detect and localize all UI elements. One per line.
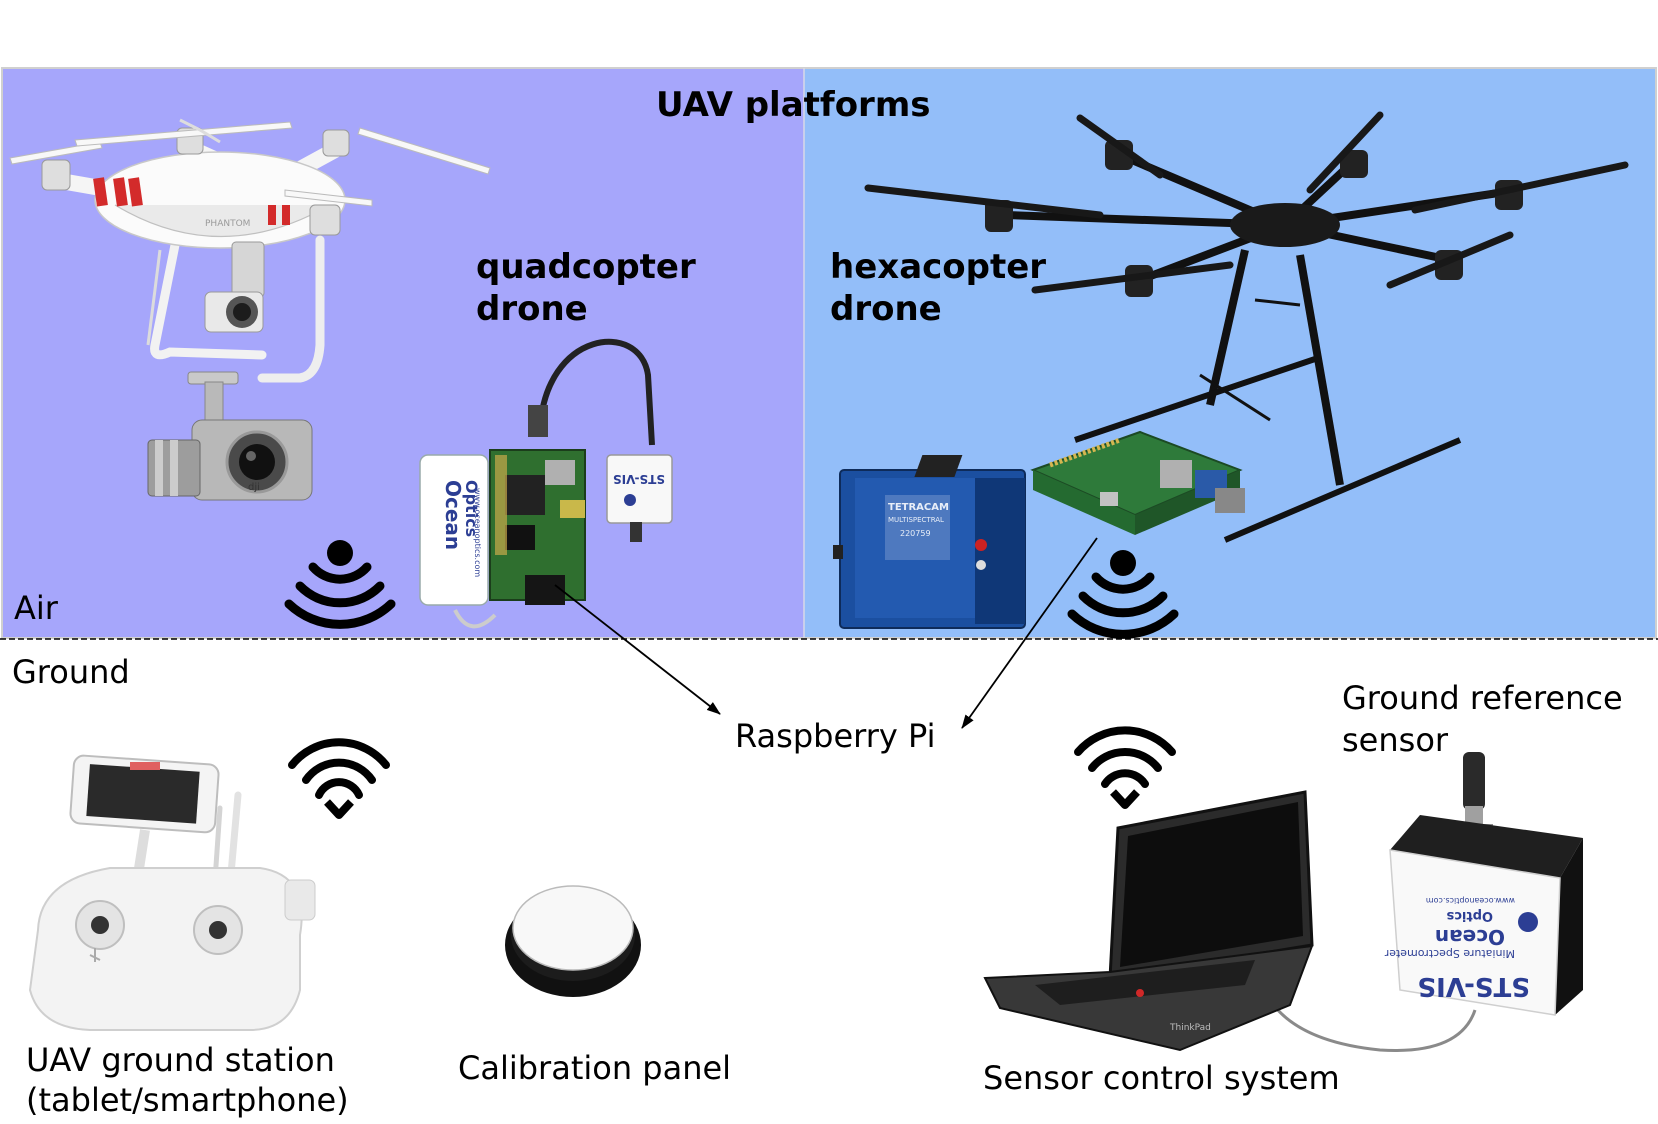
sensor-control-label: Sensor control system	[983, 1059, 1340, 1097]
hexacopter-label-line2: drone	[830, 289, 942, 329]
sts-vis-text-cube: STS-VIS	[1417, 971, 1530, 1001]
optics-brand-text-cube: Optics	[1446, 908, 1493, 923]
air-panel-border	[1, 67, 1657, 639]
wifi-icon-ground-station	[288, 738, 390, 819]
ground-reference-sensor-image: www.oceanoptics.com Ocean Optics Miniatu…	[1384, 752, 1583, 1016]
uav-ground-station-image	[28, 754, 316, 1031]
calibration-panel-label: Calibration panel	[458, 1049, 732, 1087]
ground-reference-label-line1: Ground reference	[1342, 679, 1623, 717]
tetracam-camera-image: TETRACAM MULTISPECTRAL 220759	[833, 469, 1026, 629]
gimbal-camera-image: dji	[147, 371, 313, 501]
ocean-brand-text-cube: Ocean	[1435, 925, 1505, 949]
ground-reference-label-line2: sensor	[1342, 721, 1449, 759]
quadcopter-label-line1: quadcopter	[476, 247, 696, 287]
quadcopter-drone-image: PHANTOM	[9, 118, 491, 383]
sts-vis-text-small: STS-VIS	[613, 472, 665, 486]
ground-station-label-line2: (tablet/smartphone)	[26, 1081, 349, 1119]
diagram-title: UAV platforms	[656, 85, 931, 125]
optics-brand-text-bank: Optics	[462, 480, 481, 537]
arrow-quad-pi	[554, 584, 721, 715]
wireless-emitter-icon-hexa	[1067, 550, 1179, 639]
serial-number-text: 220759	[900, 529, 931, 538]
drone-brand-text: PHANTOM	[205, 219, 250, 229]
air-zone-label: Air	[14, 589, 58, 627]
raspberry-pi-4-image	[914, 430, 1245, 535]
quadcopter-payload-image: Ocean Optics www.oceanoptics.com STS-VIS	[419, 338, 673, 629]
miniature-spectrometer-text: Miniature Spectrometer	[1384, 947, 1515, 960]
raspberry-pi-label: Raspberry Pi	[735, 717, 936, 755]
ocean-brand-text-bank: Ocean	[441, 480, 465, 550]
ocean-url-text-bank: www.oceanoptics.com	[473, 488, 482, 577]
arrow-hexa-pi	[961, 537, 1098, 729]
calibration-panel-image	[505, 885, 641, 997]
wifi-icon-sensor-control	[1074, 726, 1176, 809]
laptop-brand-text: ThinkPad	[1169, 1023, 1211, 1033]
sensor-control-laptop-image: ThinkPad	[983, 790, 1477, 1052]
gimbal-brand-text: dji	[248, 482, 260, 493]
hexacopter-label-line1: hexacopter	[830, 247, 1047, 287]
ground-zone-label: Ground	[12, 653, 130, 691]
wireless-emitter-icon-quad	[284, 540, 396, 629]
tetracam-brand-text: TETRACAM	[888, 502, 949, 513]
multispectral-text: MULTISPECTRAL	[888, 516, 944, 524]
quadcopter-label-line2: drone	[476, 289, 588, 329]
hexacopter-drone-image	[864, 111, 1629, 543]
ground-station-label-line1: UAV ground station	[26, 1041, 335, 1079]
ocean-url-text-cube: www.oceanoptics.com	[1426, 896, 1515, 905]
quadcopter-panel	[2, 68, 804, 638]
